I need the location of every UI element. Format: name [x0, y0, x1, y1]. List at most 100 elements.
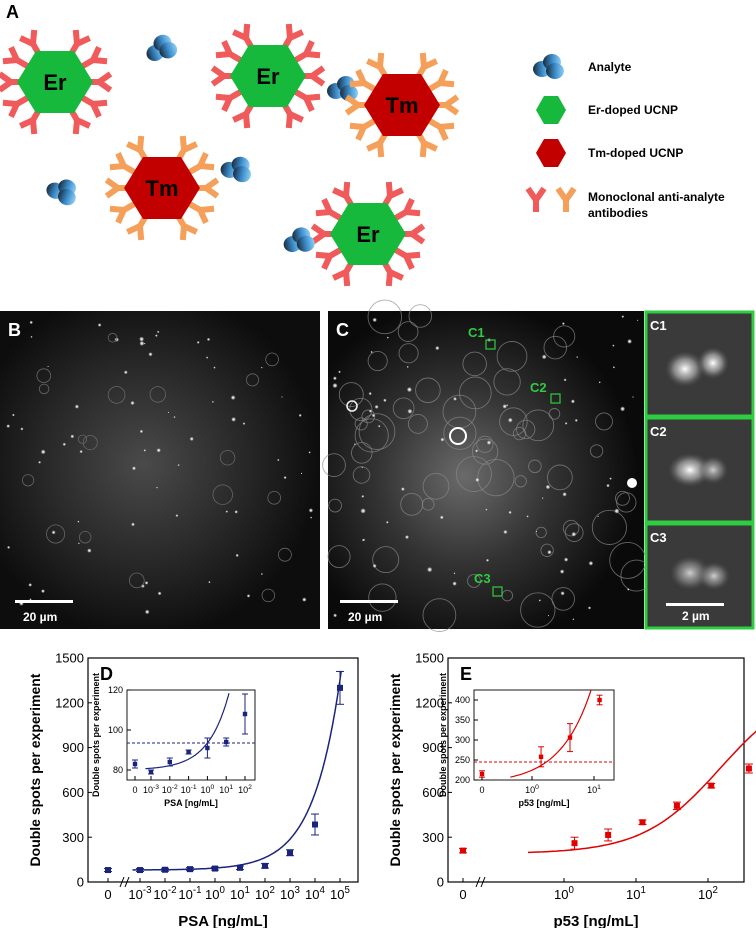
ring	[36, 368, 52, 384]
inset-data-point	[479, 771, 485, 777]
spot	[377, 424, 381, 428]
spot	[362, 538, 366, 542]
y-tick-label: 300	[62, 830, 84, 845]
ring	[265, 352, 279, 367]
y-tick-label: 1200	[415, 695, 444, 710]
inset-data-point	[224, 739, 229, 745]
axis-break	[480, 876, 486, 888]
y-axis-label: Double spots per experiment	[27, 673, 43, 866]
x-tick-label: 10-3	[143, 784, 159, 795]
spot	[572, 618, 575, 621]
scale-bar-b	[15, 600, 73, 603]
spot	[383, 398, 387, 403]
y-tick-label: 0	[77, 875, 84, 890]
spot	[62, 442, 67, 447]
spot	[139, 340, 145, 346]
svg-text:C1: C1	[650, 318, 667, 333]
ring	[267, 490, 282, 505]
inset-x-label: PSA [ng/mL]	[164, 798, 218, 808]
spot	[547, 614, 550, 617]
spot	[70, 434, 75, 439]
x-tick-label: 100	[201, 784, 215, 795]
ring	[471, 438, 499, 465]
svg-text:C2: C2	[530, 380, 547, 395]
hexagon-core	[17, 51, 93, 113]
inset-c1: C1	[644, 310, 755, 418]
plot-frame	[87, 657, 359, 883]
hexagon-icon-green	[536, 96, 566, 124]
spot	[361, 466, 364, 469]
ring	[398, 343, 419, 364]
spot	[148, 352, 153, 357]
spot	[333, 613, 338, 618]
spot	[485, 508, 488, 511]
ring	[352, 466, 371, 484]
ring	[415, 377, 441, 404]
spot	[77, 520, 80, 523]
spot	[561, 322, 565, 326]
spot	[156, 486, 158, 489]
plot-frame	[126, 689, 256, 781]
x-tick-label: 0	[459, 887, 466, 902]
micrograph-c	[328, 311, 644, 629]
inset-fit-curve	[145, 693, 230, 770]
inset-y-label: Double spots per experiment	[438, 673, 448, 797]
inset-scale-bar	[666, 603, 724, 606]
x-tick-label: 10-3	[128, 885, 151, 902]
x-tick-label: 102	[255, 885, 275, 902]
bright-ring	[346, 400, 358, 412]
analyte-icon	[218, 153, 254, 184]
spot	[475, 477, 480, 483]
ring	[349, 397, 373, 421]
spot	[636, 319, 639, 322]
ring	[328, 498, 342, 513]
spot	[12, 413, 15, 417]
spot	[627, 588, 630, 591]
panel-c-letter: C	[336, 320, 349, 340]
ring	[397, 321, 419, 342]
spot	[545, 484, 551, 490]
spot	[620, 406, 626, 412]
spot	[564, 422, 568, 425]
legend-tm-ucnp: Tm-doped UCNP	[536, 139, 683, 167]
nanoparticle-label: Er	[356, 222, 380, 247]
spot	[426, 566, 433, 573]
nanoparticle-er: Er	[210, 21, 326, 131]
nanoparticle-label: Tm	[146, 176, 179, 201]
y-tick-label: 1500	[415, 651, 444, 666]
ring	[368, 583, 397, 612]
scale-bar-b-label: 20 µm	[23, 610, 57, 624]
spot	[30, 335, 33, 338]
spot	[386, 336, 389, 339]
spot	[7, 545, 11, 550]
spot	[156, 330, 160, 334]
spot	[606, 483, 610, 488]
legend-label-antibodies-line2: antibodies	[588, 206, 648, 220]
spot	[452, 581, 457, 586]
legend-analyte: Analyte	[533, 54, 632, 79]
spot	[20, 427, 24, 431]
spot	[621, 315, 625, 318]
y-tick-label: 1500	[55, 651, 84, 666]
spot	[406, 386, 413, 393]
y-tick-label: 80	[113, 765, 123, 775]
ring	[367, 350, 388, 372]
x-tick-label: 104	[305, 885, 325, 902]
inset-data-point	[597, 697, 602, 703]
axis-break	[119, 876, 125, 888]
analyte-free-1	[141, 31, 180, 66]
spot	[587, 606, 592, 610]
spot	[41, 589, 45, 594]
nanoparticle-label: Tm	[386, 93, 419, 118]
spot	[87, 548, 92, 553]
spot	[51, 530, 56, 535]
inset-fit-curve	[510, 690, 592, 778]
inset-bg	[474, 690, 614, 780]
spot	[283, 476, 287, 480]
y-tick-label: 600	[62, 785, 84, 800]
data-point	[312, 821, 318, 828]
ring	[407, 413, 428, 434]
inset-data-point	[205, 745, 210, 751]
spot	[234, 510, 238, 514]
